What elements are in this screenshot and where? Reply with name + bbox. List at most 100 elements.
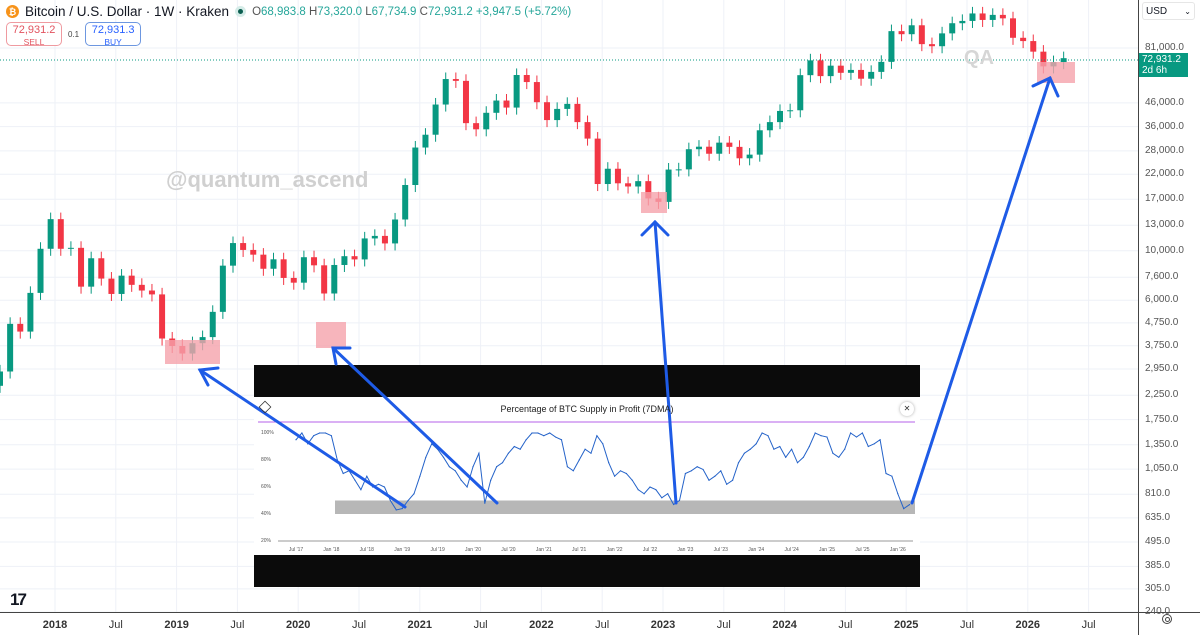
candle-body [280, 259, 287, 278]
currency-select[interactable]: USD ⌄ [1142, 2, 1195, 20]
symbol-title[interactable]: Bitcoin / U.S. Dollar · 1W · Kraken [25, 4, 230, 19]
candle-body [766, 122, 773, 131]
inset-panel [254, 397, 920, 555]
inset-x-tick: Jul '21 [572, 547, 587, 553]
candle [88, 251, 95, 294]
candle [959, 14, 966, 31]
candle-body [452, 79, 459, 81]
candle [614, 162, 621, 191]
profit-point [690, 470, 692, 472]
profit-point [407, 499, 409, 502]
inset-x-tick: Jan '25 [819, 547, 835, 553]
candle-body [473, 123, 480, 130]
candle [159, 287, 166, 346]
candle-body [716, 142, 723, 154]
profit-point [832, 452, 834, 454]
candle [493, 93, 500, 120]
profit-point [354, 479, 356, 481]
open-label: O [252, 5, 262, 18]
profit-point [696, 466, 698, 468]
profit-point [413, 493, 415, 495]
inset-title: Percentage of BTC Supply in Profit (7DMA… [500, 404, 674, 414]
candle [604, 162, 611, 192]
candle-body [341, 256, 348, 265]
candle-body [351, 256, 358, 260]
candle-body [1040, 51, 1047, 67]
profit-point [614, 475, 616, 477]
arrow-to-2026-low [910, 75, 1060, 505]
candle [989, 8, 996, 27]
inset-x-tick: Jan '26 [889, 547, 906, 553]
profit-point [578, 459, 580, 461]
candle-body [159, 294, 166, 339]
candle [564, 97, 571, 116]
candle [837, 59, 844, 80]
candle [361, 231, 368, 267]
candle [371, 229, 378, 246]
price-tick-label: 28,000.0 [1145, 144, 1184, 156]
candle-body [665, 169, 672, 202]
candle [229, 236, 236, 273]
candle-body [574, 103, 581, 123]
sell-price: 72,931.2 [12, 24, 56, 36]
candle-body [27, 292, 34, 332]
candle-body [797, 75, 804, 111]
candle-body [260, 254, 267, 269]
candle-body [98, 258, 105, 279]
inset-x-tick: Jul '25 [855, 547, 870, 553]
candle [483, 106, 490, 137]
profit-point [472, 466, 474, 468]
profit-point [667, 493, 669, 495]
profit-point [861, 432, 864, 434]
candle-body [756, 130, 763, 155]
candle-body [564, 103, 571, 109]
candle [422, 128, 429, 155]
candle [402, 178, 409, 227]
profit-point [826, 436, 828, 438]
candle-body [422, 134, 429, 148]
candle-body [493, 100, 500, 113]
sell-button[interactable]: 72,931.2 SELL [6, 22, 62, 47]
settings-icon[interactable] [1162, 614, 1172, 624]
candle [1030, 34, 1037, 59]
price-tick-label: 1,750.0 [1145, 413, 1179, 425]
tradingview-logo[interactable]: 17 [10, 590, 27, 609]
profit-point [513, 445, 515, 448]
time-tick-label: Jul [108, 619, 123, 631]
buy-price: 72,931.3 [91, 24, 135, 36]
candle [726, 136, 733, 154]
market-status-icon [235, 6, 247, 17]
time-tick-label: 2020 [285, 619, 311, 631]
profit-point [708, 479, 710, 481]
candlestick-series [0, 6, 1067, 393]
candle-body [311, 257, 318, 266]
price-tick-label: 1,350.0 [1145, 438, 1179, 450]
inset-black-bar-top [254, 365, 920, 397]
profit-point [655, 489, 657, 491]
candle-body [513, 75, 520, 108]
candle [148, 283, 155, 302]
profit-point [537, 432, 539, 434]
candle [37, 242, 44, 300]
candle [0, 364, 3, 393]
candle [999, 8, 1006, 26]
candle [695, 140, 702, 157]
profit-point [543, 435, 545, 437]
candle [473, 116, 480, 137]
profit-point [389, 499, 391, 502]
candle-body [371, 235, 378, 239]
profit-point [490, 479, 492, 481]
profit-point [631, 479, 633, 481]
profit-point [714, 475, 716, 477]
candle-body [878, 61, 885, 72]
candle-body [817, 60, 824, 77]
candle [544, 95, 551, 128]
inset-close-button[interactable]: ✕ [900, 402, 914, 416]
profit-point [549, 432, 551, 434]
profit-point [773, 448, 775, 450]
candle-body [17, 323, 24, 332]
candle-body [47, 219, 54, 249]
candle [503, 93, 510, 115]
buy-button[interactable]: 72,931.3 BUY [85, 22, 142, 47]
